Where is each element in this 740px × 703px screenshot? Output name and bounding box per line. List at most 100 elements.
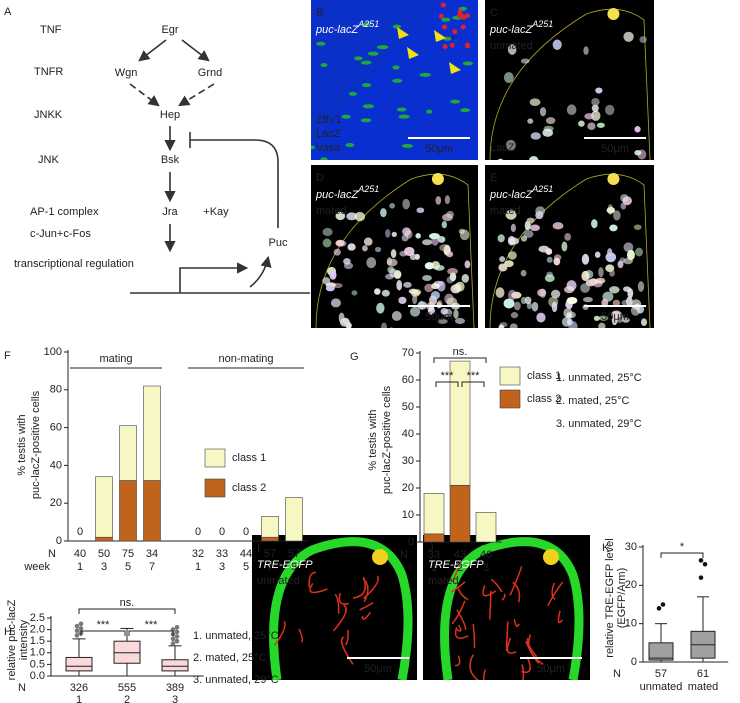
x-tick-label: 7 [149,561,155,573]
n-value: 57 [264,548,276,560]
outlier [698,575,704,580]
image-content [485,0,654,160]
x-tick-label: 1 [431,562,437,574]
nucleus [545,117,556,125]
nucleus [342,317,350,325]
nucleus [523,230,534,238]
x-tick-label: 1 [195,561,201,573]
nucleus [513,301,521,311]
nucleus [545,248,553,255]
y-axis-label: relative puc-lacZ [6,599,18,680]
outlier [698,558,704,563]
cell [348,91,357,96]
nucleus [503,72,514,83]
panel-letter: F [4,350,11,362]
panel-letter: C [490,7,498,19]
cell [440,2,446,8]
nucleus [338,331,349,336]
nucleus [381,289,390,297]
title-superscript: A251 [531,184,553,194]
y-tick-label: 20 [402,482,414,494]
cell [438,13,444,19]
nucleus [329,270,337,280]
nucleus [584,113,595,120]
image-title: TRE-EGFP [257,559,313,571]
channel-label: LacZ [490,142,515,154]
nucleus [552,222,564,230]
streak [501,593,506,601]
y-tick-label: 100 [44,346,62,358]
n-value: 57 [655,668,667,680]
hub [607,173,620,185]
cell [367,51,379,56]
nucleus [598,315,609,321]
nucleus [583,46,589,55]
nucleus [427,306,436,315]
nucleus [551,301,558,313]
nucleus [440,308,449,315]
nucleus [633,224,642,230]
nucleus [497,234,505,243]
image-subtitle: unmated [257,575,300,587]
significance-bracket [435,381,459,387]
cell [462,61,474,66]
streak [513,618,520,627]
legend-label: class 2 [232,482,266,494]
significance-bracket [660,552,704,558]
nucleus [499,256,506,263]
streak [547,581,564,606]
nucleus [585,279,596,287]
y-tick-label: 50 [402,401,414,413]
nucleus [510,223,517,233]
nucleus [333,248,341,256]
cell [362,104,375,109]
nucleus [535,211,544,220]
outlier [174,624,180,630]
nucleus [437,280,446,292]
n-label: N [18,682,26,694]
bar-segment [119,425,137,481]
nucleus [605,104,615,116]
nucleus [391,311,402,321]
panel-letter: K [602,542,610,554]
value-label: 0 [243,526,249,538]
nucleus [609,269,615,277]
nucleus [566,104,577,116]
cell [376,45,389,50]
hub [607,8,620,20]
panel-letter: E [490,172,497,184]
nucleus [409,306,421,317]
nucleus [498,263,508,272]
nucleus [580,283,590,293]
legend-swatch [204,478,226,498]
y-tick-label: 0 [631,656,637,668]
channel-label: Vasa [316,142,341,154]
nucleus [422,239,433,246]
title-superscript: A251 [357,184,379,194]
cell [457,8,463,14]
x-tick-label: 5 [243,561,249,573]
panel-letter: J [428,542,434,554]
outlier [174,629,180,635]
significance-bracket [78,608,176,614]
nucleus [403,281,412,288]
nucleus [591,110,601,121]
cell [311,145,315,150]
y-tick-label: 0.5 [30,658,45,670]
n-value: 75 [122,548,134,560]
nucleus [447,268,458,275]
cell [464,13,470,19]
significance-label: ns. [120,597,135,609]
n-value: 50 [98,548,110,560]
nucleus [390,249,397,258]
y-tick-label: 20 [625,579,637,591]
pathway-level: c-Jun+c-Fos [30,228,91,240]
nucleus [498,324,505,328]
channel-label: Zfh-1 [316,114,342,126]
nucleus [398,296,407,305]
nucleus [461,274,470,283]
nucleus [347,243,356,251]
streak [338,592,349,605]
outline [315,173,475,328]
nucleus [435,196,442,205]
